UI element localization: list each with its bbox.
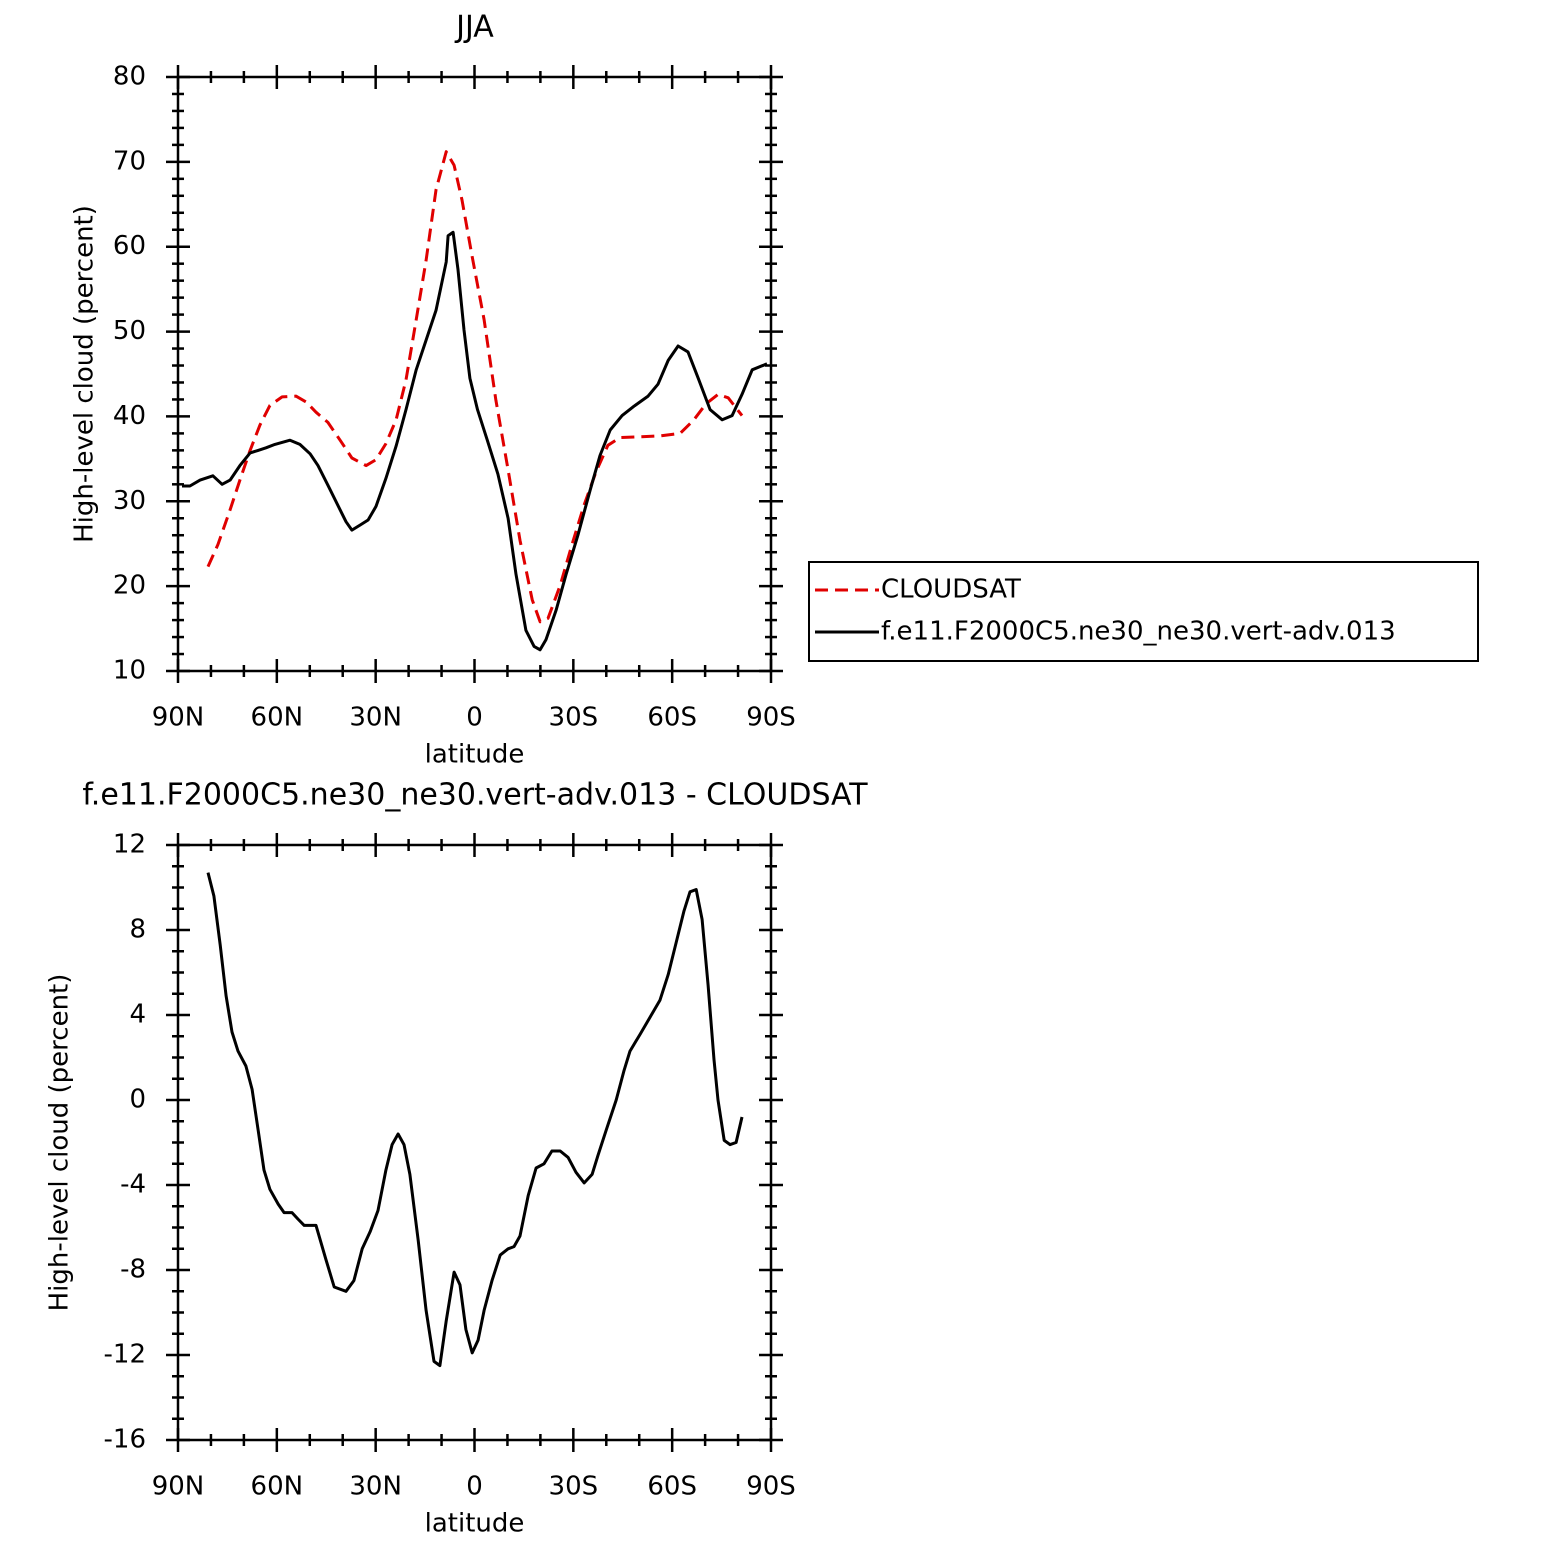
y-axis-label: High-level cloud (percent): [45, 974, 75, 1312]
y-tick-label: 40: [113, 401, 146, 431]
x-axis-label: latitude: [425, 1509, 525, 1539]
y-tick-label: 60: [113, 231, 146, 261]
y-tick-label: 4: [129, 1000, 146, 1030]
x-tick-label: 90N: [152, 703, 205, 733]
x-tick-label: 60N: [251, 703, 304, 733]
series-line: [182, 230, 768, 652]
legend-label: CLOUDSAT: [881, 575, 1021, 605]
y-tick-label: 0: [129, 1085, 146, 1115]
y-tick-label: 70: [113, 146, 146, 176]
x-tick-label: 30N: [349, 703, 402, 733]
series-line: [206, 872, 744, 1368]
x-tick-label: 60S: [647, 703, 697, 733]
y-tick-label: 80: [113, 62, 146, 92]
x-tick-label: 30N: [349, 1472, 402, 1502]
x-tick-label: 90S: [746, 703, 796, 733]
series-line: [206, 150, 744, 624]
y-tick-label: 30: [113, 486, 146, 516]
y-tick-label: 8: [129, 915, 146, 945]
y-tick-label: -8: [120, 1255, 146, 1285]
x-tick-label: 60N: [251, 1472, 304, 1502]
x-tick-label: 30S: [549, 1472, 599, 1502]
x-tick-label: 60S: [647, 1472, 697, 1502]
legend-box: [808, 561, 1479, 662]
y-tick-label: -4: [120, 1170, 146, 1200]
x-tick-label: 0: [466, 703, 483, 733]
x-tick-label: 0: [466, 1472, 483, 1502]
x-axis-label: latitude: [425, 740, 525, 770]
y-tick-label: 20: [113, 571, 146, 601]
chart-title: f.e11.F2000C5.ne30_ne30.vert-adv.013 - C…: [82, 778, 868, 813]
x-tick-label: 30S: [549, 703, 599, 733]
x-tick-label: 90N: [152, 1472, 205, 1502]
y-tick-label: 50: [113, 316, 146, 346]
chart-title: JJA: [454, 10, 494, 45]
y-tick-label: 10: [113, 656, 146, 686]
y-tick-label: -16: [104, 1425, 146, 1455]
y-tick-label: -12: [104, 1340, 146, 1370]
plot-frame: [176, 75, 773, 673]
legend-label: f.e11.F2000C5.ne30_ne30.vert-adv.013: [881, 617, 1396, 647]
x-tick-label: 90S: [746, 1472, 796, 1502]
y-axis-label: High-level cloud (percent): [70, 205, 100, 543]
y-tick-label: 12: [113, 830, 146, 860]
